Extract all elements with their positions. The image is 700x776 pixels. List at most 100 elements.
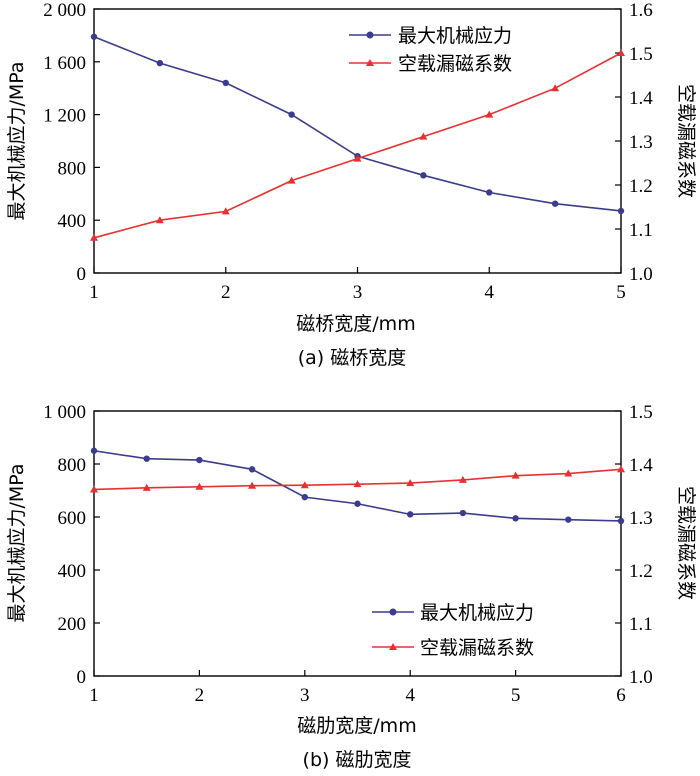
chart-a-y-right-tick-label: 1.1 [629,220,653,241]
chart-a-leakage-point [221,207,230,215]
chart-a: 1 2 3 4 5 0 400 800 1 200 1 600 2 000 1.0 1.1 1.2 1.3 1… [6,0,697,369]
chart-b-y-right-tick-label: 1.2 [629,561,653,582]
chart-a-y-right-tick-label: 1.3 [629,132,653,153]
chart-a-x-axis-title: 磁桥宽度/mm [296,313,415,335]
chart-b-stress-point [196,456,203,464]
chart-b-stress-point [407,511,414,518]
chart-b-legend: 最大机械应力 空载漏磁系数 [372,602,534,659]
chart-b-stress-point [512,515,519,522]
legend-a-leakage-label: 空载漏磁系数 [398,53,512,75]
chart-b-plot-frame [93,410,622,677]
chart-b-stress-point [565,516,572,523]
chart-b-x-tick-label: 4 [405,685,415,706]
chart-b-y-right-tick-label: 1.5 [629,402,653,423]
chart-b-y-right-tick-label: 1.1 [629,614,653,635]
chart-b-leakage-point [458,475,467,483]
chart-b-stress-point [90,447,98,454]
chart-b-leakage-point [511,471,520,479]
chart-a-leakage-point [551,84,560,92]
chart-a-y-left-tick-label: 0 [77,264,87,285]
chart-b-stress-point [301,493,308,501]
chart-a-x-tick-label: 2 [221,282,231,303]
chart-a-stress-point [617,207,625,215]
legend-a-stress-label: 最大机械应力 [398,25,512,47]
chart-a-y-left-tick-label: 2 000 [43,0,86,21]
chart-a-stress-point [288,111,295,118]
chart-b-ticks: 1 2 3 4 5 6 0 200 400 600 800 1 000 1.0 1.1 1.2 1.3 1.4 1… [43,402,653,706]
chart-b-x-tick-label: 2 [195,685,205,706]
chart-b-leakage-point [406,479,415,487]
chart-a-x-tick-label: 1 [89,282,99,303]
chart-b-y-left-title: 最大机械应力/MPa [6,463,28,622]
chart-b-y-left-tick-label: 1 000 [43,402,86,423]
chart-b-stress-point [354,500,361,507]
chart-b-y-left-tick-label: 800 [58,455,87,476]
chart-b-x-tick-label: 3 [300,685,310,706]
chart-b-x-tick-label: 5 [511,685,521,706]
chart-b-x-tick-label: 1 [89,685,99,706]
chart-b-stress-point [617,517,625,525]
legend-b-stress-label: 最大机械应力 [420,602,534,624]
chart-a-y-left-tick-label: 1 600 [43,53,86,74]
chart-a-y-right-tick-label: 1.6 [629,0,653,21]
chart-b-x-tick-label: 6 [616,685,626,706]
chart-a-stress-point [222,79,229,87]
chart-b-stress-point [248,466,256,473]
chart-a-leakage-line [93,52,622,239]
chart-a-x-tick-label: 4 [485,282,495,303]
chart-b-stress-point [143,455,150,462]
chart-a-stress-point [486,189,493,196]
chart-a-leakage-point [485,110,494,118]
chart-b: 1 2 3 4 5 6 0 200 400 600 800 1 000 1.0 1.1 1.2 1.3 1.4 1… [6,402,697,771]
chart-b-x-axis-title: 磁肋宽度/mm [297,715,416,737]
chart-b-leakage-point [564,469,573,477]
chart-a-stress-point [420,172,427,179]
chart-a-y-right-tick-label: 1.5 [629,44,653,65]
chart-a-legend: 最大机械应力 空载漏磁系数 [349,25,512,75]
legend-b-leakage-marker [389,643,397,650]
chart-b-y-left-tick-label: 400 [58,561,87,582]
chart-b-leakage-point [142,483,151,491]
chart-b-caption: (b) 磁肋宽度 [303,749,412,771]
legend-b-leakage-label: 空载漏磁系数 [420,637,534,659]
chart-b-y-left-tick-label: 200 [58,614,87,635]
chart-a-y-right-tick-label: 1.0 [629,264,653,285]
chart-a-stress-point [156,59,164,67]
chart-a-stress-point [90,33,98,40]
chart-b-leakage-point [248,481,257,489]
chart-a-x-tick-label: 5 [616,282,626,303]
chart-b-y-right-tick-label: 1.3 [629,508,653,529]
chart-b-y-right-title: 空载漏磁系数 [675,486,697,600]
chart-a-y-left-tick-label: 1 200 [43,106,86,127]
chart-b-leakage-point [195,482,204,490]
chart-a-y-left-title: 最大机械应力/MPa [6,61,28,220]
legend-a-stress-marker [366,31,374,39]
chart-a-leakage-point [419,132,428,140]
chart-a-leakage-point [617,49,625,56]
chart-b-leakage-point [90,485,98,493]
chart-a-leakage-point [287,176,296,184]
chart-a-stress-point [551,200,559,207]
chart-a-series [90,33,625,241]
chart-a-caption: (a) 磁桥宽度 [298,347,407,369]
chart-a-plot-frame [93,8,622,274]
legend-b-stress-marker [389,608,397,616]
chart-b-y-right-tick-label: 1.4 [629,455,653,476]
chart-b-leakage-point [300,481,309,489]
chart-b-stress-point [459,509,467,517]
chart-a-ticks: 1 2 3 4 5 0 400 800 1 200 1 600 2 000 1.0 1.1 1.2 1.3 1… [43,0,653,303]
chart-b-y-left-tick-label: 0 [77,667,87,688]
chart-a-leakage-point [155,216,164,224]
chart-b-y-left-tick-label: 600 [58,508,87,529]
chart-b-y-right-tick-label: 1.0 [629,667,653,688]
chart-a-y-left-tick-label: 400 [58,211,87,232]
chart-a-y-left-tick-label: 800 [58,158,87,179]
chart-b-leakage-point [353,480,362,488]
chart-a-y-right-tick-label: 1.4 [629,88,653,109]
chart-a-y-right-title: 空载漏磁系数 [675,84,697,198]
chart-a-x-tick-label: 3 [353,282,363,303]
chart-a-y-right-tick-label: 1.2 [629,176,653,197]
legend-a-leakage-marker [366,59,374,66]
chart-a-leakage-point [353,154,362,162]
